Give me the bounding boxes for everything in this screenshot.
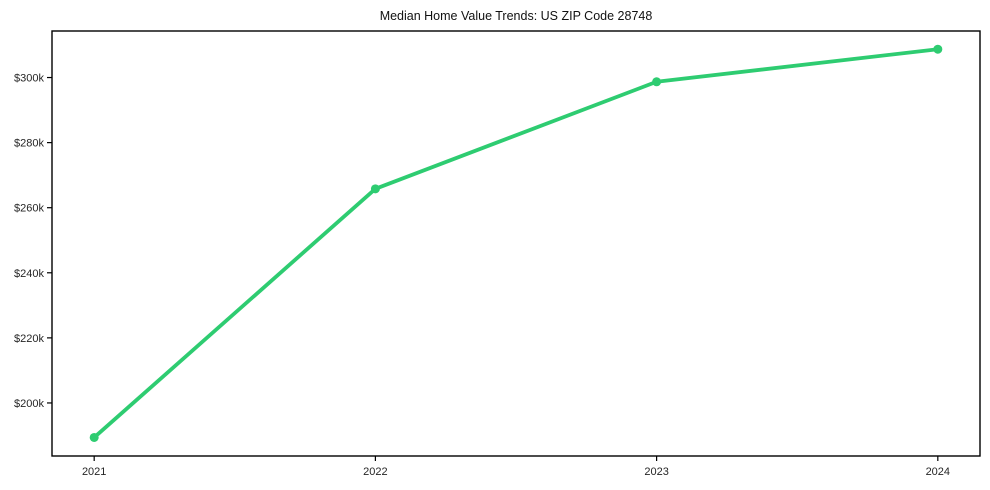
plot-frame bbox=[51, 30, 981, 457]
y-tick-label: $280k bbox=[14, 138, 44, 150]
x-tick-label: 2021 bbox=[82, 466, 106, 478]
x-tick-label: 2023 bbox=[644, 466, 668, 478]
data-point-marker bbox=[89, 432, 99, 442]
y-tick-label: $200k bbox=[14, 398, 44, 410]
data-point-marker bbox=[933, 44, 943, 54]
y-tick-label: $260k bbox=[14, 203, 44, 215]
trend-line bbox=[92, 47, 940, 440]
data-point-marker bbox=[652, 77, 662, 87]
x-tick-label: 2022 bbox=[363, 466, 387, 478]
plot-area: $200k $220k $240k $260k $280k $300k 2021 2022 20… bbox=[14, 30, 981, 478]
y-tick-label: $220k bbox=[14, 333, 44, 345]
chart-title: Median Home Value Trends: US ZIP Code 28… bbox=[380, 9, 653, 23]
data-point-marker bbox=[370, 184, 380, 194]
y-tick-label: $240k bbox=[14, 268, 44, 280]
y-tick-label: $300k bbox=[14, 73, 44, 85]
x-tick-label: 2024 bbox=[926, 466, 950, 478]
